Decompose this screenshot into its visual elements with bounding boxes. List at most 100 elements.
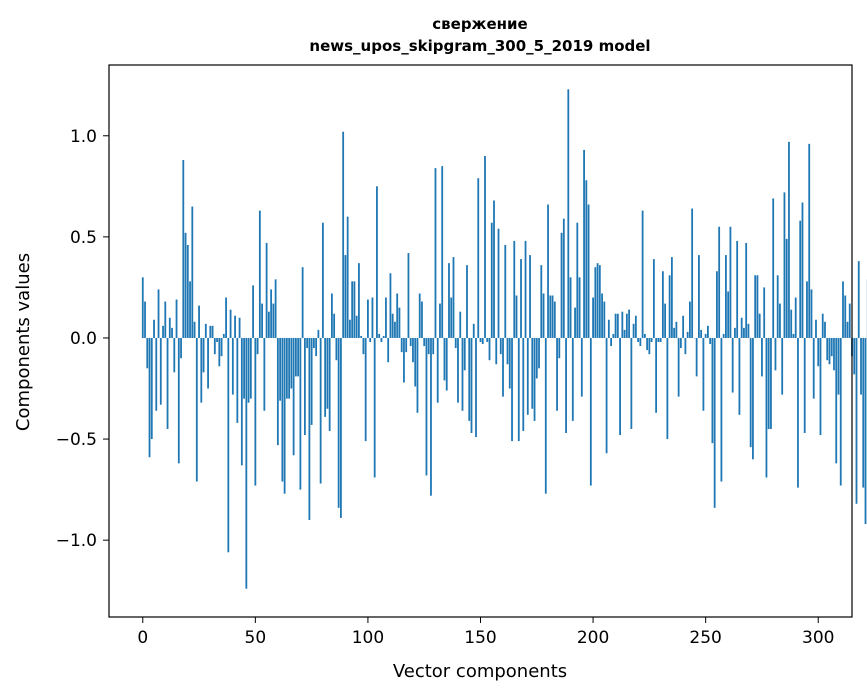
bar-210	[614, 313, 617, 338]
bar-133	[441, 166, 444, 338]
bar-237	[675, 321, 678, 338]
bar-70	[299, 337, 302, 490]
bar-320	[862, 337, 865, 488]
bar-248	[700, 329, 703, 338]
bar-57	[270, 289, 273, 338]
bar-174	[533, 337, 536, 421]
bar-241	[684, 337, 687, 355]
bar-172	[529, 255, 531, 338]
bar-193	[576, 222, 579, 338]
bar-30	[209, 325, 212, 338]
bar-162	[506, 337, 509, 365]
bar-13	[171, 327, 173, 338]
bar-126	[425, 337, 428, 476]
bar-17	[180, 337, 182, 359]
bar-182	[551, 295, 554, 338]
bar-243	[688, 301, 691, 338]
bar-68	[294, 337, 297, 377]
bar-225	[648, 337, 651, 355]
bar-107	[382, 335, 385, 338]
y-tick-label: 0.5	[70, 228, 97, 248]
bar-69	[297, 337, 300, 377]
bar-143	[463, 337, 466, 371]
bar-117	[405, 337, 408, 353]
bar-67	[292, 337, 295, 456]
bar-25	[198, 305, 200, 338]
bar-33	[216, 337, 218, 343]
bar-252	[709, 337, 712, 345]
bar-124	[421, 301, 423, 338]
bar-145	[468, 337, 471, 421]
bar-170	[524, 240, 527, 338]
bar-247	[698, 255, 700, 338]
bar-40	[231, 337, 234, 395]
bar-276	[763, 287, 766, 338]
x-tick-label: 200	[577, 628, 609, 648]
bar-259	[725, 255, 727, 338]
x-tick-label: 300	[802, 628, 834, 648]
bar-27	[202, 337, 205, 373]
bar-287	[788, 141, 790, 338]
bar-308	[835, 337, 838, 464]
bar-93	[351, 281, 354, 338]
bar-319	[860, 337, 862, 395]
x-axis-ticks: 0 50 100 150 200 250 300	[137, 617, 834, 648]
bar-18	[182, 160, 185, 338]
bar-50	[254, 337, 257, 486]
bar-262	[731, 337, 734, 393]
bar-209	[612, 333, 615, 338]
bar-106	[380, 337, 383, 343]
bar-97	[360, 335, 363, 338]
bar-61	[279, 337, 282, 401]
bar-230	[659, 337, 662, 343]
bar-217	[630, 337, 633, 429]
bar-31	[211, 325, 214, 338]
x-tick-label: 100	[352, 628, 384, 648]
bar-111	[391, 313, 394, 338]
bar-316	[853, 337, 856, 375]
bar-204	[601, 293, 603, 338]
bar-255	[716, 271, 718, 338]
bar-48	[249, 337, 252, 399]
bar-154	[488, 337, 491, 361]
bar-296	[808, 143, 811, 338]
bar-169	[522, 337, 525, 431]
bar-16	[177, 337, 180, 464]
bar-60	[276, 337, 279, 446]
bar-66	[290, 337, 293, 389]
bar-34	[218, 337, 221, 367]
bar-191	[571, 337, 574, 421]
bar-302	[821, 313, 824, 338]
bar-177	[540, 265, 543, 338]
bar-78	[317, 329, 320, 338]
bar-233	[666, 337, 669, 440]
y-tick-label: 0.0	[70, 329, 97, 349]
x-tick-label: 250	[689, 628, 721, 648]
bar-309	[837, 337, 840, 395]
bar-184	[556, 337, 558, 411]
bar-190	[569, 277, 572, 338]
bar-311	[842, 281, 844, 338]
bar-220	[637, 337, 640, 343]
bar-266	[740, 317, 743, 338]
bar-167	[517, 337, 520, 442]
bar-10	[164, 301, 167, 338]
bar-278	[767, 337, 770, 429]
bar-15	[175, 299, 178, 338]
bar-36	[222, 333, 225, 338]
bar-161	[504, 244, 507, 338]
bar-100	[367, 299, 369, 338]
bar-268	[745, 242, 748, 338]
bar-181	[549, 295, 552, 338]
bar-110	[389, 273, 392, 338]
bar-43	[238, 317, 241, 338]
bar-135	[445, 337, 448, 391]
y-axis-label: Components values	[13, 253, 34, 431]
bar-171	[526, 337, 529, 415]
bar-87	[337, 337, 340, 508]
bar-258	[722, 333, 725, 338]
bar-152	[484, 155, 486, 338]
bar-263	[734, 327, 736, 338]
bar-205	[603, 301, 606, 338]
bar-132	[439, 303, 441, 338]
